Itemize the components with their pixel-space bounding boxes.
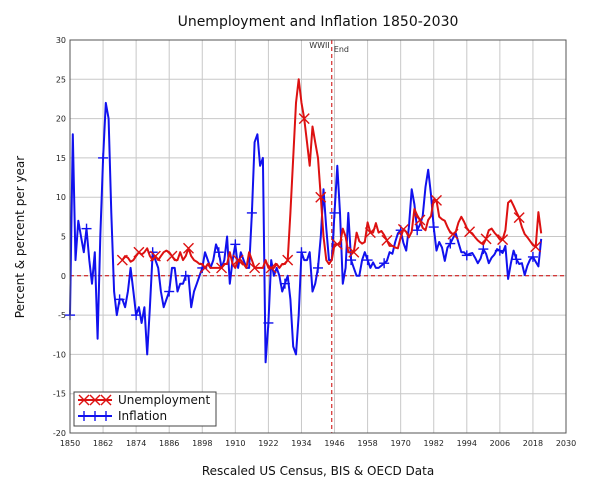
legend: Unemployment Inflation [73,391,217,427]
unemployment-point [149,250,161,262]
unemployment-point [430,194,442,206]
x-tick-label: 1910 [225,439,245,448]
unemployment-point [232,254,244,266]
unemployment-point [513,212,525,224]
y-tick-label: 5 [61,233,66,242]
y-tick-label: -20 [53,429,66,438]
y-tick-label: 20 [56,115,66,124]
y-axis-title: Percent & percent per year [13,156,27,319]
unemployment-point [265,262,277,274]
reference-lines: WWII End [70,40,566,433]
unemployment-point [298,113,310,125]
x-tick-label: 1958 [357,439,377,448]
series-layer [65,78,543,364]
legend-unemployment-marker-glyph [89,394,101,406]
unemployment-point [199,262,211,274]
x-tick-label: 1934 [291,439,311,448]
y-tick-label: 15 [56,154,66,163]
legend-unemployment-marker-glyph [78,394,90,406]
x-axis-title: Rescaled US Census, BIS & OECD Data [202,464,434,478]
x-tick-label: 1886 [159,439,179,448]
y-tick-labels: -20 -15 -10 -5 0 5 10 15 20 25 30 [53,36,66,438]
x-tick-label: 1862 [93,439,113,448]
x-tick-label: 2030 [556,439,576,448]
chart-title: Unemployment and Inflation 1850-2030 [178,14,459,30]
wwii-label: WWII [309,41,330,50]
unemployment-point [331,238,343,250]
y-tick-label: 30 [56,36,66,45]
unemployment-point [315,191,327,203]
unemployment-point [530,241,542,253]
unemployment-point [348,246,360,258]
unemployment-point [133,246,145,258]
unemployment-point [166,250,178,262]
unemployment-point [497,234,509,246]
unemployment-point [282,254,294,266]
x-tick-label: 1850 [60,439,80,448]
legend-unemployment-marker-glyph [100,394,112,406]
y-tick-label: 10 [56,193,66,202]
x-tick-label: 2006 [490,439,510,448]
x-tick-label: 1970 [390,439,410,448]
plot-frame [69,39,567,434]
unemployment-point [116,254,128,266]
unemployment-point [414,214,426,226]
x-tick-labels: 1850 1862 1874 1886 1898 1910 1922 1934 1946 1958… [60,439,576,448]
y-tick-label: 25 [56,75,66,84]
y-tick-label: -10 [53,350,66,359]
unemployment-point [397,223,409,235]
x-tick-label: 1982 [424,439,444,448]
x-tick-label: 2018 [523,439,543,448]
legend-unemployment-marker [78,394,112,406]
x-tick-label: 1994 [457,439,477,448]
x-tick-label: 1922 [258,439,278,448]
unemployment-point [381,234,393,246]
inflation-line [69,101,543,364]
unemployment-point [464,226,476,238]
y-tick-label: -15 [53,390,66,399]
wwii-end-label: End [334,45,349,54]
x-tick-label: 1874 [126,439,146,448]
x-tick-label: 1898 [192,439,212,448]
unemployment-point [249,262,261,274]
unemployment-point [216,262,228,274]
legend-inflation-marker [79,411,111,421]
legend-inflation-label: Inflation [118,409,167,423]
series-unemployment [116,78,543,274]
y-tick-label: -5 [58,311,66,320]
unemployment-point [364,227,376,239]
x-tick-label: 1946 [324,439,344,448]
unemployment-point [447,228,459,240]
unemployment-point [480,233,492,245]
unemployment-point [182,242,194,254]
grid [69,39,567,434]
legend-unemployment-label: Unemployment [118,393,211,407]
y-tick-label: 0 [61,272,66,281]
